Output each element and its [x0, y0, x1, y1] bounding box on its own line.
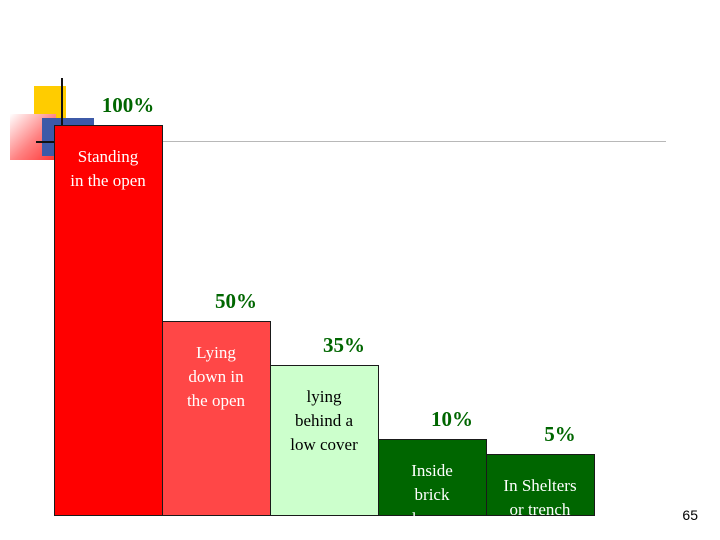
bar-label-line: Standing: [77, 147, 139, 166]
value-label-1: 100%: [101, 93, 155, 117]
bar-label-5: In Shelters or trench: [486, 474, 594, 522]
bar-5: [486, 454, 595, 516]
bar-label-line: lying: [306, 387, 342, 407]
bar-2: [162, 320, 271, 516]
decorative-vertical-line: [61, 78, 63, 158]
bar-label-line: Inside: [411, 461, 453, 481]
bar-label-1: Standing in the open: [54, 145, 162, 193]
title-divider-line: [36, 141, 666, 142]
bar-4: [378, 439, 487, 516]
bar-label-2: Lying down in the open: [162, 341, 270, 413]
value-label-5: 5%: [544, 422, 576, 447]
value-label-4: 10%: [431, 407, 473, 432]
value-label-3: 35%: [323, 333, 365, 358]
bar-label-line: in the open: [70, 171, 146, 190]
bar-label-line: the open: [186, 390, 246, 410]
bar-label-line: low cover: [290, 435, 358, 455]
bar-label-line: brick: [414, 485, 450, 505]
bar-label-line: down in: [188, 366, 244, 386]
bar-label-line: Lying: [196, 342, 236, 362]
bar-label-line: behind a: [294, 411, 354, 431]
bar-label-line: house: [412, 509, 452, 529]
bar-label-line: or trench: [509, 500, 571, 520]
decorative-yellow-square: [34, 86, 66, 118]
value-label-2: 50%: [215, 288, 257, 313]
bar-label-3: lying behind a low cover: [270, 385, 378, 457]
bar-label-4: Inside brick house: [378, 459, 486, 531]
slide-number: 65: [682, 507, 698, 523]
bar-label-line: In Shelters: [503, 476, 577, 496]
